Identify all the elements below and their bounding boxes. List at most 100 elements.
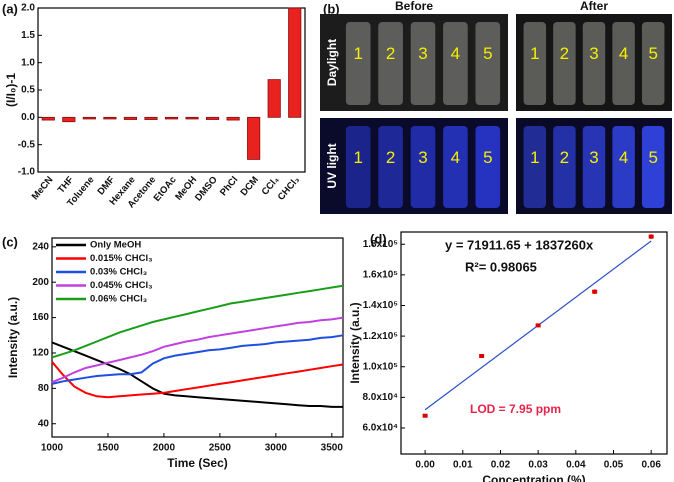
- bar: [103, 116, 117, 120]
- annotation: R²= 0.98065: [465, 259, 537, 274]
- x-tick-label: PhCl: [218, 174, 240, 198]
- y-axis-title: (I/I₀)-1: [4, 73, 18, 107]
- vial: [612, 126, 635, 208]
- y-tick-label: 8.0x10⁴: [362, 392, 398, 403]
- legend-label: 0.015% CHCl₃: [90, 253, 152, 264]
- plot-frame: [400, 231, 668, 455]
- vial-number: 2: [386, 148, 395, 167]
- x-tick-label: 0.01: [453, 460, 473, 471]
- vial-number: 2: [386, 44, 395, 63]
- y-axis-title: Intensity (a.u.): [6, 297, 20, 378]
- y-tick-label: 2.0: [21, 3, 35, 14]
- vial-number: 5: [648, 148, 657, 167]
- vial: [523, 22, 547, 105]
- vial-number: 3: [418, 44, 427, 63]
- x-tick-label: 1000: [41, 443, 64, 454]
- point: [422, 413, 428, 418]
- y-tick-label: 240: [32, 241, 49, 252]
- legend-label: 0.06% CHCl₃: [90, 294, 147, 305]
- bar: [247, 116, 261, 160]
- column-label: After: [580, 0, 608, 13]
- vial: [582, 22, 606, 105]
- y-tick-label: 1.5: [21, 30, 35, 41]
- row-label: Daylight: [325, 39, 339, 86]
- line: [51, 341, 343, 408]
- x-tick-label: CHCl₃: [276, 174, 302, 202]
- y-tick-label: 6.0x10⁴: [362, 423, 398, 434]
- vial-number: 1: [353, 44, 362, 63]
- panel-label: (b): [323, 1, 340, 16]
- x-tick-label: 3500: [321, 443, 344, 454]
- vial-number: 3: [589, 44, 598, 63]
- line: [51, 284, 344, 359]
- vial: [475, 126, 501, 208]
- vial: [612, 22, 635, 105]
- vial: [553, 126, 576, 208]
- vial: [553, 22, 576, 105]
- bar: [185, 116, 199, 120]
- vial: [345, 22, 371, 105]
- photo: [320, 14, 508, 111]
- x-tick-label: 0.00: [415, 460, 435, 471]
- column-label: Before: [395, 0, 433, 13]
- photo: [516, 14, 672, 111]
- point: [535, 323, 541, 328]
- point: [479, 354, 485, 359]
- y-tick-label: 1.4x10⁵: [363, 300, 399, 311]
- bar: [123, 116, 137, 120]
- vial: [410, 126, 436, 208]
- vial-number: 2: [560, 44, 569, 63]
- legend-label: 0.045% CHCl₃: [90, 280, 152, 291]
- legend-label: Only MeOH: [90, 240, 141, 251]
- x-tick-label: DCM: [239, 174, 261, 198]
- x-tick-label: 2500: [209, 443, 232, 454]
- y-tick-label: 40: [38, 418, 50, 429]
- x-tick-label: 0.06: [641, 460, 661, 471]
- x-tick-label: 1500: [97, 443, 120, 454]
- line: [51, 361, 344, 399]
- y-tick-label: 1.0x10⁵: [363, 361, 399, 372]
- vial: [582, 126, 606, 208]
- x-tick-label: MeCN: [30, 174, 56, 202]
- y-tick-label: 1.6x10⁵: [363, 270, 399, 281]
- x-tick-label: EtOAc: [152, 174, 179, 203]
- vial: [443, 126, 468, 208]
- vial-number: 2: [560, 148, 569, 167]
- vial: [475, 22, 501, 105]
- vial-number: 3: [589, 148, 598, 167]
- row-label: UV light: [325, 143, 339, 188]
- y-tick-label: 1.0: [21, 57, 35, 68]
- bar: [41, 116, 55, 121]
- vial: [410, 22, 436, 105]
- vial-number: 4: [619, 44, 628, 63]
- x-tick-label: 3000: [265, 443, 288, 454]
- legend-label: 0.03% CHCl₃: [90, 267, 147, 278]
- vial-number: 4: [451, 148, 460, 167]
- y-tick-label: 1.8x10⁵: [363, 239, 399, 250]
- panel-label: (a): [2, 1, 18, 16]
- y-tick-label: 120: [32, 348, 49, 359]
- x-axis-title: Time (Sec): [167, 456, 227, 470]
- vial: [378, 22, 403, 105]
- point: [648, 234, 654, 239]
- plot-frame: [37, 7, 306, 173]
- vial: [641, 126, 665, 208]
- vial: [641, 22, 665, 105]
- bar: [164, 116, 179, 120]
- bar: [144, 116, 158, 120]
- x-axis-title: Concentration (%): [482, 473, 585, 482]
- vial-number: 1: [353, 148, 362, 167]
- x-tick-label: 0.02: [491, 460, 511, 471]
- vial-number: 1: [530, 44, 539, 63]
- bar: [62, 116, 76, 123]
- x-tick-label: 2000: [153, 443, 176, 454]
- vial-number: 4: [619, 148, 628, 167]
- vial: [443, 22, 468, 105]
- line: [51, 316, 344, 384]
- x-tick-label: 0.05: [604, 460, 624, 471]
- bar: [288, 7, 302, 118]
- bar: [82, 116, 96, 120]
- x-tick-label: 0.04: [566, 460, 586, 471]
- point: [592, 289, 598, 294]
